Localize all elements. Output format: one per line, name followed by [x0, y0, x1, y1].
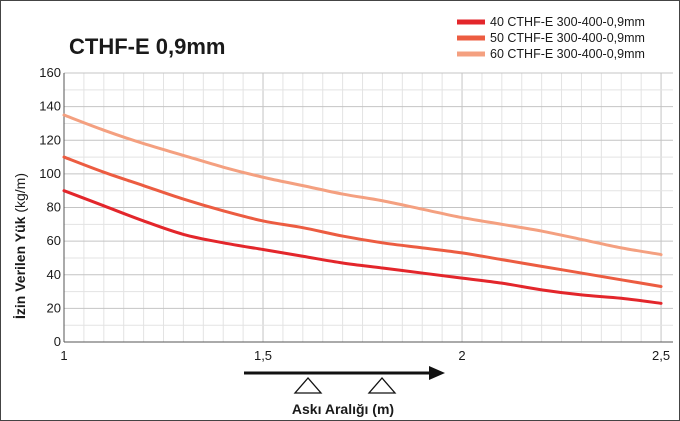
y-axis-label: İzin Verilen Yük (kg/m): [12, 173, 28, 319]
y-tick-label: 60: [47, 233, 61, 248]
span-arrow-head: [429, 366, 445, 380]
legend-label-1: 40 CTHF-E 300-400-0,9mm: [490, 15, 645, 29]
span-arrow-diagram: [244, 366, 445, 394]
y-axis-label-unit: (kg/m): [12, 173, 28, 217]
svg-text:İzin Verilen Yük (kg/m): İzin Verilen Yük (kg/m): [12, 173, 28, 319]
y-tick-label: 20: [47, 300, 61, 315]
y-tick-label: 160: [39, 65, 61, 80]
legend-label-3: 60 CTHF-E 300-400-0,9mm: [490, 47, 645, 61]
x-tick-label: 1: [60, 348, 67, 363]
y-tick-label: 80: [47, 200, 61, 215]
support-triangle-right: [367, 377, 397, 394]
y-tick-label: 120: [39, 132, 61, 147]
x-tick-label: 2: [458, 348, 465, 363]
x-tick-label: 2,5: [652, 348, 670, 363]
series-lines: [62, 113, 663, 305]
y-tick-label: 140: [39, 99, 61, 114]
y-tick-label: 100: [39, 166, 61, 181]
tick-labels: 0 20 40 60 80 100 120 140 160 1 1,5 2 2,5: [39, 65, 670, 363]
series-line-1: [62, 189, 663, 305]
legend-label-2: 50 CTHF-E 300-400-0,9mm: [490, 31, 645, 45]
x-axis-label: Askı Aralığı (m): [292, 401, 394, 417]
grid: [63, 72, 673, 343]
axes: [63, 73, 673, 343]
y-tick-label: 0: [54, 334, 61, 349]
series-line-2: [62, 155, 663, 289]
y-axis-label-main: İzin Verilen Yük: [12, 216, 28, 319]
legend: 40 CTHF-E 300-400-0,9mm 50 CTHF-E 300-400…: [457, 15, 645, 61]
support-triangle-left: [293, 377, 323, 394]
chart-title: CTHF-E 0,9mm: [69, 34, 225, 59]
x-tick-label: 1,5: [254, 348, 272, 363]
y-tick-label: 40: [47, 267, 61, 282]
series-line-3: [62, 113, 663, 257]
